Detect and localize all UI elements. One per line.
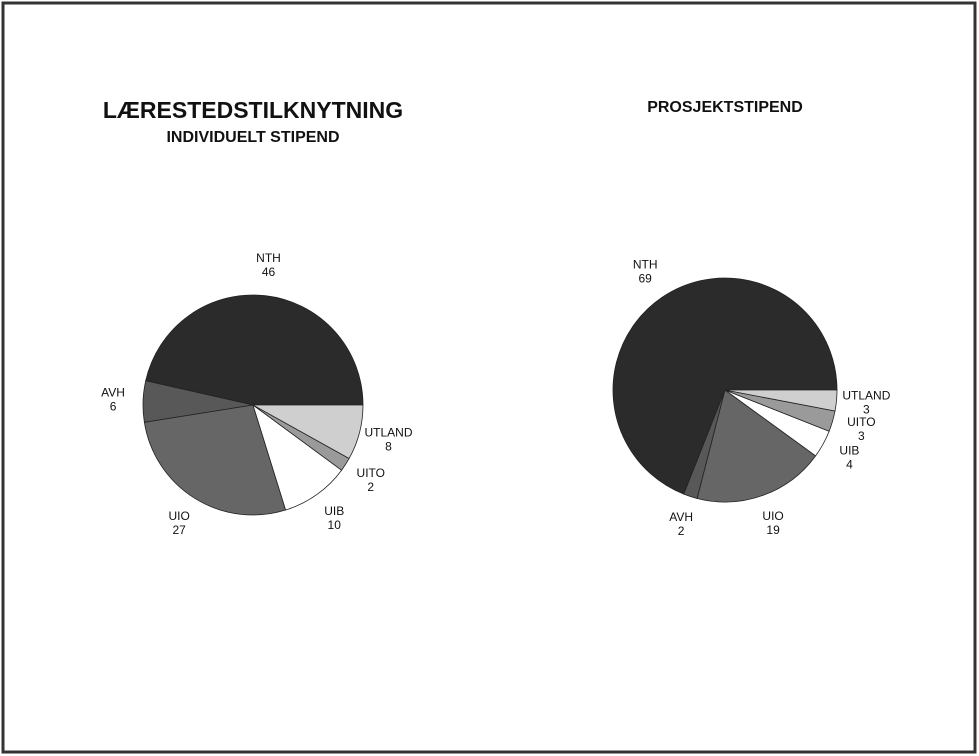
slice-value: 2: [367, 480, 374, 494]
chart-subtitle: INDIVIDUELT STIPEND: [166, 129, 339, 146]
slice-label: UTLAND: [842, 389, 890, 403]
slice-label: UTLAND: [365, 425, 413, 439]
slice-value: 3: [863, 403, 870, 417]
pie-slice: [612, 277, 838, 495]
pie-slice: [251, 404, 364, 460]
slice-value: 27: [173, 523, 187, 537]
pie-slice: [145, 294, 364, 406]
pie-slice: [143, 404, 287, 516]
pie-slice: [724, 389, 838, 412]
slice-label: AVH: [669, 510, 693, 524]
slice-value: 46: [262, 265, 276, 279]
chart-title: LÆRESTEDSTILKNYTNING: [103, 97, 403, 123]
slice-label: UIB: [839, 444, 859, 458]
slice-value: 3: [858, 429, 865, 443]
slice-value: 6: [110, 400, 117, 414]
slice-value: 69: [639, 272, 653, 286]
slice-value: 8: [385, 439, 392, 453]
chart-title: PROSJEKTSTIPEND: [647, 99, 803, 116]
slice-label: UIO: [762, 509, 783, 523]
slice-label: UITO: [847, 415, 875, 429]
slice-value: 19: [766, 523, 780, 537]
slice-value: 4: [846, 458, 853, 472]
slice-label: UITO: [357, 466, 385, 480]
slice-label: NTH: [633, 258, 658, 272]
slice-value: 10: [328, 518, 342, 532]
slice-label: NTH: [256, 251, 281, 265]
slice-value: 2: [678, 524, 685, 538]
pie-slice: [696, 389, 817, 503]
slice-label: UIB: [324, 504, 344, 518]
slice-label: UIO: [169, 509, 190, 523]
slice-label: AVH: [101, 386, 125, 400]
